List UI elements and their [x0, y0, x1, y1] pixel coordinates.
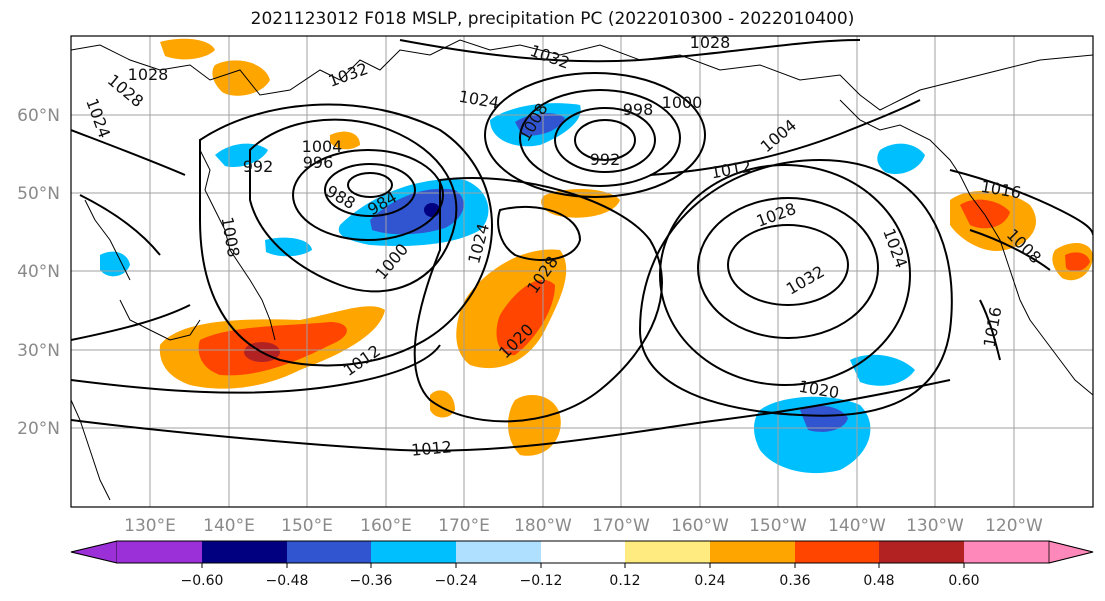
colorbar-segment	[541, 541, 625, 563]
isobar-label: 1004	[302, 137, 343, 156]
map-frame	[70, 35, 1094, 508]
longitude-label: 130°E	[124, 516, 176, 536]
colorbar-segment	[117, 541, 202, 563]
colorbar-tick-label: −0.48	[266, 573, 309, 589]
map-title: 2021123012 F018 MSLP, precipitation PC (…	[250, 9, 855, 29]
isobar-label: 1012	[410, 437, 452, 459]
colorbar-segment	[456, 541, 541, 563]
colorbar-segment	[202, 541, 287, 563]
colorbar-outline	[70, 540, 1094, 564]
longitude-label: 130°W	[906, 516, 964, 536]
precip-negative-region	[850, 354, 915, 386]
colorbar: −0.60 −0.48 −0.36 −0.24 −0.12 0.12 0.24 …	[70, 540, 1094, 589]
colorbar-tick-label: 0.24	[694, 573, 725, 589]
isobar-label: 1000	[662, 93, 703, 112]
colorbar-segment	[625, 541, 710, 563]
precip-negative-region	[265, 237, 312, 257]
colorbar-tick-label: 0.36	[779, 573, 810, 589]
colorbar-segment	[795, 541, 879, 563]
colorbar-tick-label: −0.24	[435, 573, 478, 589]
colorbar-tick-label: 0.60	[948, 573, 979, 589]
map-plot-area: 1028 1024 1028 1032 1032 1028 1024 1008 …	[71, 33, 1093, 507]
longitude-label: 150°W	[749, 516, 807, 536]
precip-positive-region	[330, 131, 360, 150]
latitude-label: 30°N	[17, 341, 60, 361]
latitude-label: 40°N	[17, 262, 60, 282]
colorbar-ticks	[201, 563, 965, 568]
colorbar-segment	[1048, 540, 1094, 564]
colorbar-tick-label: −0.36	[350, 573, 393, 589]
colorbar-segment	[879, 541, 964, 563]
colorbar-segment	[287, 541, 371, 563]
longitude-label: 120°W	[985, 516, 1043, 536]
longitude-label: 180°W	[514, 516, 572, 536]
precip-negative-region	[215, 143, 268, 168]
precip-negative-region	[800, 405, 848, 432]
isobar-label: 1028	[690, 33, 731, 52]
longitude-label: 170°E	[438, 516, 490, 536]
isobar-label: 998	[623, 100, 654, 119]
isobar-label: 992	[243, 157, 274, 176]
colorbar-segment	[710, 541, 795, 563]
colorbar-segment	[964, 541, 1049, 563]
isobar-label: 992	[590, 150, 621, 169]
longitude-label: 140°W	[828, 516, 886, 536]
isobars	[71, 39, 1093, 452]
precip-positive-region	[1065, 252, 1090, 272]
precip-positive-region	[160, 38, 215, 60]
precip-positive-region	[960, 199, 1010, 229]
precip-negative-region	[877, 143, 925, 175]
longitude-label: 140°E	[203, 516, 255, 536]
longitude-label: 160°W	[671, 516, 729, 536]
coastlines	[71, 39, 1093, 501]
precip-negative-region	[100, 251, 130, 277]
longitude-axis: 130°E 140°E 150°E 160°E 170°E 180°W 170°…	[124, 516, 1043, 536]
precip-negative-region	[424, 203, 440, 217]
isobar-label: 1028	[128, 65, 169, 84]
colorbar-segment	[371, 541, 456, 563]
colorbar-tick-label: 0.48	[863, 573, 894, 589]
longitude-label: 160°E	[360, 516, 412, 536]
colorbar-segment	[70, 540, 118, 564]
precip-positive-region	[212, 60, 270, 96]
colorbar-tick-label: −0.12	[520, 573, 563, 589]
longitude-label: 170°W	[592, 516, 650, 536]
isobar-label: 996	[303, 153, 334, 172]
latitude-label: 50°N	[17, 184, 60, 204]
latitude-label: 20°N	[17, 419, 60, 439]
precip-positive-region	[508, 395, 561, 456]
colorbar-tick-label: −0.60	[181, 573, 224, 589]
longitude-label: 150°E	[281, 516, 333, 536]
precip-positive-region	[496, 279, 555, 356]
map-gridlines	[71, 36, 1093, 507]
colorbar-tick-label: 0.12	[609, 573, 640, 589]
latitude-axis: 60°N 50°N 40°N 30°N 20°N	[17, 106, 60, 439]
latitude-label: 60°N	[17, 106, 60, 126]
